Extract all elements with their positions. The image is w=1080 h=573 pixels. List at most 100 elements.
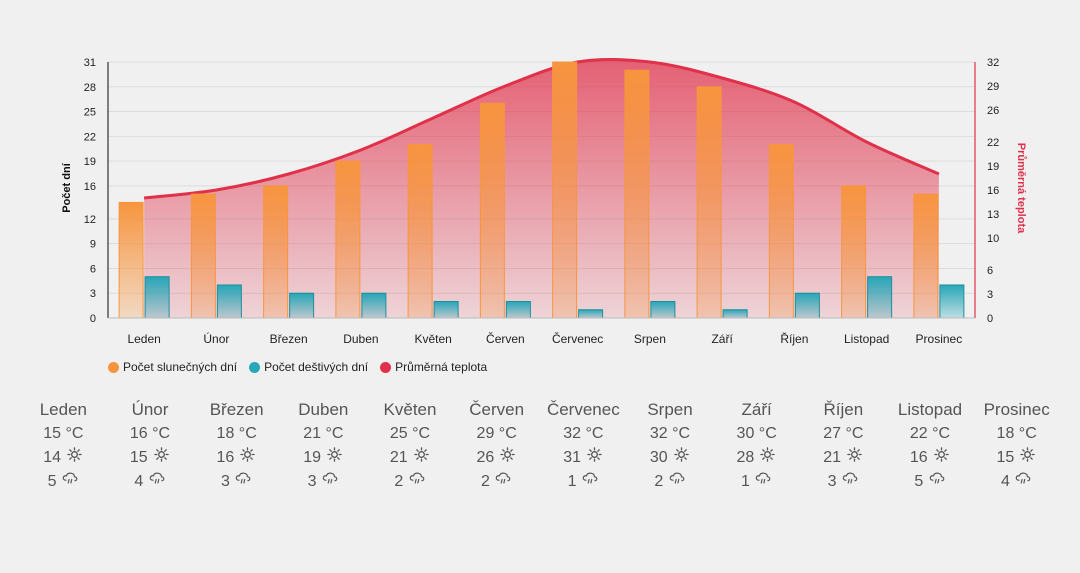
summary-rainy-count: 2: [480, 473, 495, 490]
cloud-rain-icon: [61, 470, 79, 494]
x-tick-label: Leden: [127, 332, 160, 346]
summary-sunny-days: 19: [278, 446, 368, 470]
cloud-rain-icon: [148, 470, 166, 494]
sun-icon: [585, 446, 603, 470]
summary-sunny-count: 14: [43, 449, 66, 466]
summary-month-name: Únor: [131, 400, 169, 419]
x-tick-label: Listopad: [844, 332, 889, 346]
summary-month-name: Srpen: [647, 400, 693, 419]
x-tick-label: Prosinec: [916, 332, 963, 346]
bar-rainy-days: [216, 284, 242, 319]
y-tick-right: 0: [987, 313, 993, 325]
bar-rainy-days: [144, 276, 170, 319]
summary-temperature: 29 °C: [476, 425, 517, 442]
summary-rainy-days: 2: [365, 470, 455, 494]
summary-sunny-count: 15: [129, 449, 153, 466]
y-tick-right: 26: [987, 105, 999, 117]
y-tick-left: 3: [90, 288, 96, 300]
legend-item-rainy[interactable]: Počet deštivých dní: [249, 360, 368, 374]
summary-column: Duben 21 °C 19 3: [278, 398, 368, 494]
summary-sunny-count: 30: [649, 449, 673, 466]
sun-icon: [65, 446, 83, 470]
summary-rainy-count: 5: [914, 473, 928, 490]
summary-rainy-count: 2: [654, 473, 668, 490]
temperature-line: [143, 57, 940, 200]
legend-item-sunny[interactable]: Počet slunečných dní: [108, 360, 237, 374]
y-tick-left: 9: [90, 239, 96, 251]
summary-rainy-count: 5: [47, 473, 62, 490]
bar-rainy-days: [722, 309, 748, 319]
summary-sunny-days: 31: [538, 446, 628, 470]
bar-rainy-days: [650, 300, 676, 319]
sun-icon: [325, 446, 343, 470]
summary-temperature: 21 °C: [303, 425, 344, 442]
cloud-rain-icon: [234, 470, 252, 494]
x-tick-label: Květen: [414, 332, 451, 346]
summary-sunny-count: 21: [823, 449, 846, 466]
x-tick-label: Srpen: [634, 332, 666, 346]
summary-rainy-count: 3: [827, 473, 841, 490]
y-tick-right: 6: [987, 265, 993, 277]
bar-sunny-days: [696, 86, 722, 319]
summary-column: Říjen 27 °C 21 3: [798, 398, 888, 494]
sun-icon: [239, 446, 257, 470]
summary-sunny-days: 16: [885, 446, 975, 470]
summary-rainy-count: 4: [134, 473, 148, 490]
summary-column: Červen 29 °C 26 2: [452, 398, 542, 494]
summary-month-name: Duben: [298, 400, 349, 419]
legend-label-temperature: Průměrná teplota: [395, 360, 488, 374]
y-tick-right: 29: [987, 81, 999, 93]
summary-sunny-days: 30: [625, 446, 715, 470]
y-tick-left: 25: [84, 107, 96, 119]
summary-sunny-days: 26: [452, 446, 542, 470]
summary-column: Květen 25 °C 21 2: [365, 398, 455, 494]
x-tick-label: Duben: [343, 332, 378, 346]
summary-sunny-count: 16: [216, 449, 239, 466]
summary-rainy-count: 3: [307, 473, 321, 490]
legend-label-rainy: Počet deštivých dní: [264, 360, 369, 374]
y-tick-right: 22: [987, 137, 999, 149]
summary-rainy-count: 1: [740, 473, 755, 490]
summary-sunny-days: 28: [712, 446, 802, 470]
summary-sunny-days: 15: [972, 446, 1062, 470]
bar-sunny-days: [479, 102, 505, 319]
summary-sunny-count: 28: [736, 449, 759, 466]
x-tick-label: Září: [711, 332, 733, 346]
axes: 0 3 6 9 12 16 19 22 25 28 31 0 3 6 10 13 16 19 22 26 29 32 Led…: [84, 57, 1000, 346]
summary-temperature: 27 °C: [823, 425, 864, 442]
sun-icon: [932, 446, 950, 470]
summary-sunny-days: 16: [192, 446, 282, 470]
summary-month-name: Červenec: [546, 400, 620, 419]
cloud-rain-icon: [581, 470, 599, 494]
summary-column: Červenec 32 °C 31 1: [538, 398, 628, 494]
bar-sunny-days: [335, 160, 361, 319]
y-axis-label-left: Počet dní: [61, 162, 73, 212]
summary-sunny-days: 14: [18, 446, 108, 470]
cloud-rain-icon: [408, 470, 426, 494]
x-tick-label: Říjen: [780, 331, 808, 346]
summary-rainy-days: 2: [452, 470, 542, 494]
y-tick-left: 16: [84, 181, 96, 193]
legend-label-sunny: Počet slunečných dní: [123, 360, 238, 374]
bar-sunny-days: [407, 144, 433, 319]
summary-sunny-count: 21: [389, 449, 413, 466]
x-tick-label: Březen: [270, 332, 308, 346]
summary-column: Leden 15 °C 14 5: [18, 398, 108, 494]
summary-column: Listopad 22 °C 16 5: [885, 398, 975, 494]
summary-rainy-count: 1: [567, 473, 581, 490]
cloud-rain-icon: [1014, 470, 1032, 494]
climate-chart: 0 3 6 9 12 16 19 22 25 28 31 0 3 6 10 13 16 19 22 26 29 32 Led…: [61, 57, 1027, 346]
summary-temperature: 22 °C: [909, 425, 951, 442]
summary-sunny-days: 15: [105, 446, 195, 470]
summary-month-name: Červen: [469, 400, 525, 419]
cloud-rain-icon: [494, 470, 512, 494]
summary-temperature: 16 °C: [129, 425, 171, 442]
legend-item-temperature[interactable]: Průměrná teplota: [380, 360, 487, 374]
summary-rainy-days: 4: [105, 470, 195, 494]
bars: [118, 61, 965, 319]
summary-sunny-days: 21: [365, 446, 455, 470]
bar-sunny-days: [118, 201, 144, 319]
bar-sunny-days: [913, 193, 939, 319]
cloud-rain-icon: [754, 470, 772, 494]
summary-month-name: Září: [741, 400, 772, 419]
